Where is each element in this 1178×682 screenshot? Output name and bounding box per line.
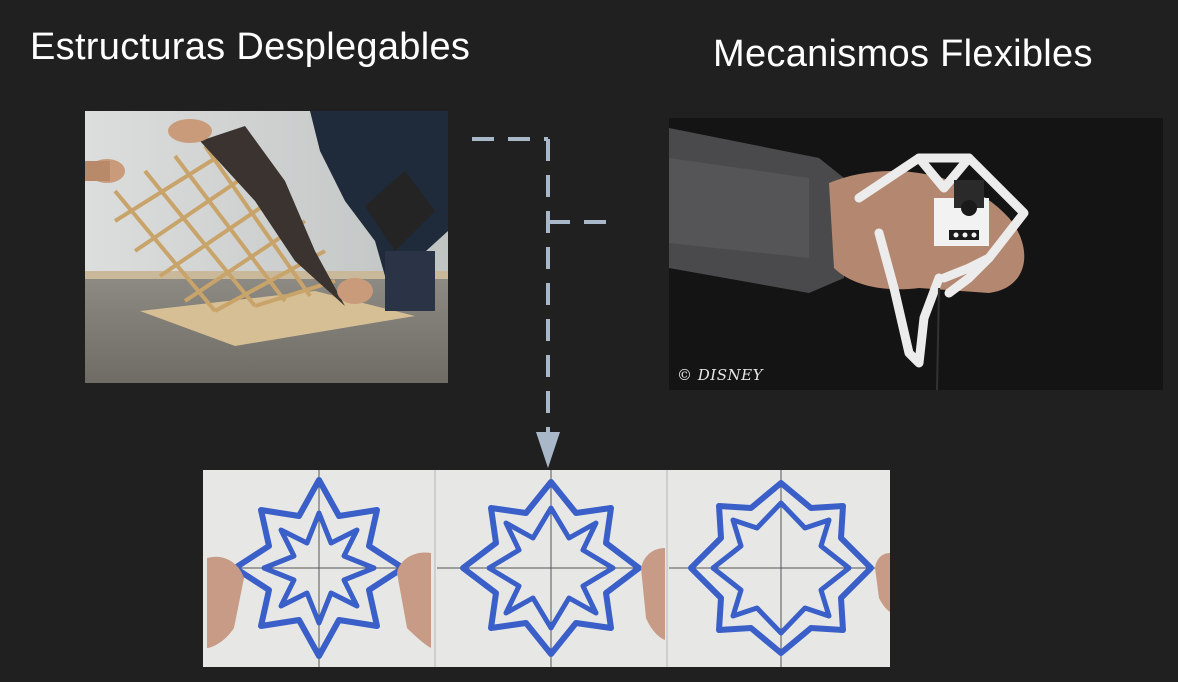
- star-pattern-photo-strip: [203, 470, 890, 667]
- arrow-head-icon: [536, 432, 560, 468]
- flexible-mechanism-photo: © DISNEY: [669, 118, 1163, 390]
- title-flexible-mechanisms: Mecanismos Flexibles: [713, 33, 1093, 75]
- disney-watermark: © DISNEY: [677, 366, 763, 384]
- deployable-structure-photo: [85, 111, 448, 383]
- title-deployable-structures: Estructuras Desplegables: [30, 26, 471, 68]
